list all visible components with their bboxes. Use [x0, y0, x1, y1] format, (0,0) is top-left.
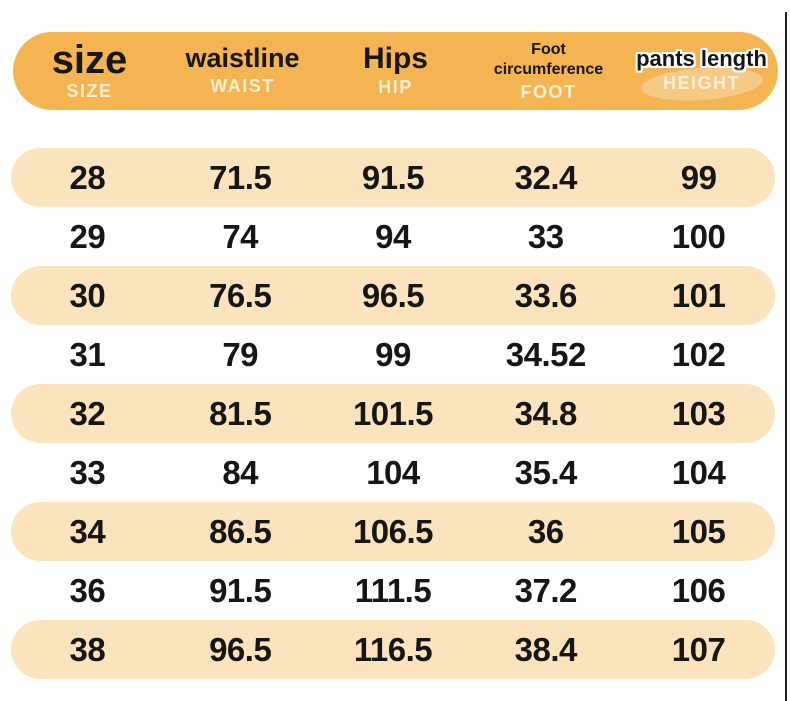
- table-row: 32 81.5 101.5 34.8 103: [11, 384, 775, 443]
- cell-waist: 81.5: [209, 394, 272, 432]
- cell-hip: 111.5: [354, 571, 432, 609]
- cell-foot: 34.8: [514, 394, 578, 432]
- header-col-size: size SIZE: [13, 32, 166, 110]
- table-header: size SIZE waistline WAIST Hips HIP Foot …: [13, 32, 778, 110]
- table-row: 30 76.5 96.5 33.6 101: [11, 266, 775, 325]
- header-label-size: size: [51, 38, 128, 83]
- cell-size: 36: [69, 571, 106, 609]
- cell-size: 29: [69, 217, 106, 255]
- table-row: 31 79 99 34.52 102: [11, 325, 775, 384]
- cell-hip: 94: [375, 217, 411, 255]
- cell-foot: 35.4: [514, 453, 578, 491]
- header-sublabel-hips: HIP: [378, 77, 413, 98]
- cell-foot: 37.2: [514, 571, 578, 609]
- cell-height: 100: [671, 217, 726, 255]
- cell-height: 102: [671, 335, 726, 373]
- cell-hip: 104: [366, 453, 420, 491]
- cell-size: 28: [69, 158, 106, 196]
- cell-hip: 96.5: [361, 276, 425, 314]
- header-sublabel-waistline: WAIST: [210, 75, 275, 96]
- cell-height: 105: [671, 512, 726, 550]
- cell-height: 107: [671, 630, 726, 668]
- header-label-hips: Hips: [362, 41, 428, 75]
- cell-height: 106: [671, 571, 726, 609]
- right-edge-line: [785, 12, 787, 701]
- header-label-foot: Foot circumference: [493, 40, 604, 78]
- cell-waist: 91.5: [209, 571, 272, 609]
- cell-waist: 76.5: [209, 276, 272, 314]
- cell-height: 99: [680, 158, 717, 196]
- table-row: 33 84 104 35.4 104: [11, 443, 775, 502]
- table-row: 36 91.5 111.5 37.2 106: [11, 561, 775, 620]
- table-row: 38 96.5 116.5 38.4 107: [11, 620, 775, 679]
- table-row: 29 74 94 33 100: [11, 207, 775, 266]
- cell-foot: 33.6: [514, 276, 578, 314]
- header-sublabel-foot: FOOT: [520, 81, 577, 102]
- cell-foot: 34.52: [505, 335, 587, 373]
- cell-height: 103: [671, 394, 726, 432]
- cell-hip: 99: [375, 335, 411, 373]
- cell-size: 32: [69, 394, 106, 432]
- header-sublabel-size: SIZE: [66, 80, 113, 101]
- cell-hip: 101.5: [352, 394, 434, 432]
- cell-size: 31: [69, 335, 106, 373]
- header-col-foot: Foot circumference FOOT: [472, 32, 625, 110]
- header-label-waistline: waistline: [185, 43, 300, 74]
- cell-waist: 74: [222, 217, 259, 255]
- header-col-waistline: waistline WAIST: [166, 32, 319, 110]
- cell-foot: 38.4: [514, 630, 578, 668]
- cell-size: 34: [69, 512, 106, 550]
- cell-size: 30: [69, 276, 106, 314]
- cell-hip: 116.5: [353, 630, 433, 668]
- cell-size: 33: [69, 453, 106, 491]
- cell-foot: 33: [527, 217, 564, 255]
- cell-waist: 86.5: [209, 512, 272, 550]
- table-row: 34 86.5 106.5 36 105: [11, 502, 775, 561]
- cell-waist: 84: [222, 453, 259, 491]
- header-col-pants-length: pants length HEIGHT: [625, 32, 778, 110]
- cell-foot: 36: [527, 512, 564, 550]
- cell-foot: 32.4: [514, 158, 578, 196]
- cell-height: 101: [671, 276, 726, 314]
- header-sublabel-pants-length: HEIGHT: [662, 73, 740, 94]
- cell-hip: 91.5: [361, 158, 425, 196]
- cell-height: 104: [671, 453, 726, 491]
- cell-waist: 96.5: [209, 630, 272, 668]
- cell-size: 38: [69, 630, 106, 668]
- cell-hip: 106.5: [352, 512, 434, 550]
- cell-waist: 71.5: [209, 158, 272, 196]
- header-label-pants-length: pants length: [636, 45, 767, 71]
- table-row: 28 71.5 91.5 32.4 99: [11, 148, 775, 207]
- header-col-hips: Hips HIP: [319, 32, 472, 110]
- table-body: 28 71.5 91.5 32.4 99 29 74 94 33 100 30 …: [11, 148, 775, 679]
- cell-waist: 79: [222, 335, 259, 373]
